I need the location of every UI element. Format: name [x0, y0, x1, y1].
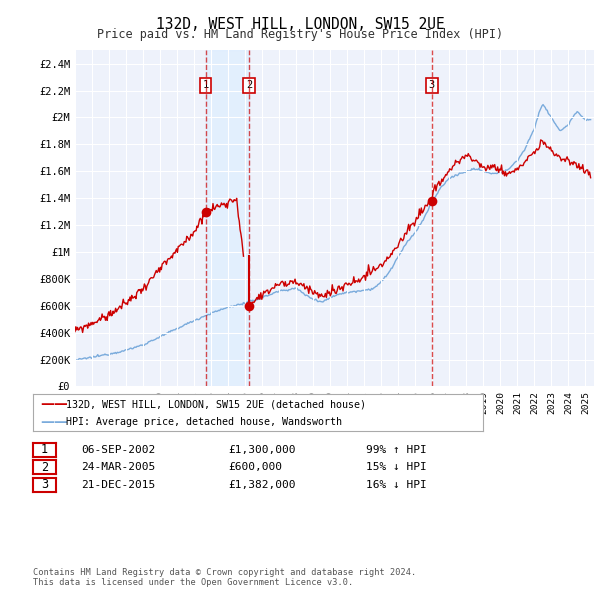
Text: 2: 2	[246, 80, 252, 90]
Text: ——: ——	[40, 397, 68, 411]
Text: 2: 2	[41, 461, 48, 474]
Text: 1: 1	[41, 443, 48, 456]
Text: 1: 1	[202, 80, 209, 90]
Text: 06-SEP-2002: 06-SEP-2002	[81, 445, 155, 454]
Text: 132D, WEST HILL, LONDON, SW15 2UE (detached house): 132D, WEST HILL, LONDON, SW15 2UE (detac…	[66, 399, 366, 409]
Text: £600,000: £600,000	[228, 463, 282, 472]
Bar	[206, 50, 249, 386]
Text: 132D, WEST HILL, LONDON, SW15 2UE: 132D, WEST HILL, LONDON, SW15 2UE	[155, 17, 445, 31]
Text: HPI: Average price, detached house, Wandsworth: HPI: Average price, detached house, Wand…	[66, 417, 342, 427]
Text: £1,300,000: £1,300,000	[228, 445, 296, 454]
Text: 3: 3	[429, 80, 435, 90]
Text: 24-MAR-2005: 24-MAR-2005	[81, 463, 155, 472]
Text: ——: ——	[40, 415, 68, 428]
Text: 16% ↓ HPI: 16% ↓ HPI	[366, 480, 427, 490]
Text: £1,382,000: £1,382,000	[228, 480, 296, 490]
Text: Contains HM Land Registry data © Crown copyright and database right 2024.
This d: Contains HM Land Registry data © Crown c…	[33, 568, 416, 587]
Text: 15% ↓ HPI: 15% ↓ HPI	[366, 463, 427, 472]
Text: 99% ↑ HPI: 99% ↑ HPI	[366, 445, 427, 454]
Text: 21-DEC-2015: 21-DEC-2015	[81, 480, 155, 490]
Text: 3: 3	[41, 478, 48, 491]
Text: Price paid vs. HM Land Registry's House Price Index (HPI): Price paid vs. HM Land Registry's House …	[97, 28, 503, 41]
